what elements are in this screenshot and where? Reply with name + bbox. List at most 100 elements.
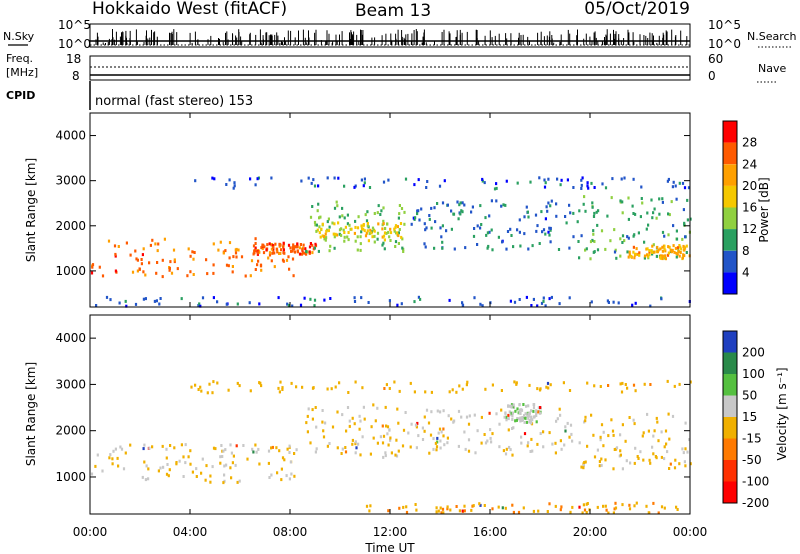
heatmap-cell [402, 250, 405, 253]
heatmap-cell [440, 430, 443, 434]
heatmap-cell [647, 511, 650, 515]
heatmap-cell [147, 477, 150, 481]
heatmap-cell [667, 245, 670, 249]
heatmap-cell [359, 242, 362, 246]
heatmap-cell [555, 214, 558, 218]
heatmap-cell [480, 415, 483, 419]
heatmap-cell [180, 297, 183, 301]
heatmap-cell [675, 237, 679, 241]
heatmap-cell [275, 446, 278, 450]
heatmap-cell [330, 387, 333, 391]
heatmap-cell [508, 410, 511, 414]
heatmap-cell [135, 257, 138, 261]
heatmap-cell [606, 214, 609, 218]
heatmap-cell [307, 407, 310, 411]
heatmap-cell [602, 444, 605, 448]
velocity-y-axis-label: Slant Range [km] [24, 362, 38, 466]
heatmap-cell [304, 247, 307, 251]
heatmap-cell [404, 411, 407, 414]
heatmap-cell [621, 211, 624, 215]
heatmap-cell [446, 441, 449, 445]
heatmap-cell [258, 381, 261, 385]
heatmap-cell [354, 442, 357, 446]
heatmap-cell [559, 439, 562, 443]
beam-label: Beam 13 [355, 1, 431, 21]
heatmap-cell [634, 446, 637, 450]
heatmap-cell [571, 439, 574, 443]
nave-tick-low: 0 [708, 69, 716, 83]
heatmap-cell [433, 246, 436, 250]
heatmap-cell [414, 423, 418, 427]
heatmap-cell [281, 386, 284, 390]
heatmap-cell [523, 215, 526, 219]
heatmap-cell [539, 432, 542, 435]
heatmap-cell [285, 258, 289, 262]
heatmap-cell [486, 439, 489, 443]
heatmap-cell [254, 242, 257, 245]
heatmap-cell [396, 225, 399, 229]
heatmap-cell [382, 234, 386, 238]
heatmap-cell [397, 242, 400, 245]
heatmap-cell [399, 222, 403, 225]
heatmap-cell [311, 251, 314, 255]
heatmap-cell [472, 234, 476, 238]
heatmap-cell [605, 508, 608, 512]
heatmap-cell [505, 179, 508, 183]
heatmap-cell [383, 231, 387, 235]
heatmap-cell [280, 248, 283, 252]
heatmap-cell [205, 464, 208, 468]
heatmap-cell [260, 246, 263, 250]
heatmap-cell [298, 246, 301, 250]
heatmap-cell [536, 387, 539, 391]
heatmap-cell [434, 220, 437, 224]
heatmap-cell [362, 227, 365, 231]
heatmap-cell [109, 298, 112, 302]
heatmap-cell [268, 251, 272, 255]
heatmap-cell [631, 303, 634, 307]
heatmap-cell [461, 303, 464, 307]
heatmap-cell [423, 222, 426, 226]
heatmap-cell [631, 204, 634, 208]
heatmap-cell [387, 178, 390, 182]
heatmap-cell [530, 304, 533, 307]
heatmap-cell [260, 268, 263, 272]
heatmap-cell [646, 412, 649, 416]
heatmap-cell [393, 380, 396, 384]
x-tick-label: 00:00 [73, 525, 108, 539]
heatmap-cell [536, 442, 539, 446]
heatmap-cell [512, 426, 515, 430]
heatmap-cell [435, 445, 439, 449]
heatmap-cell [511, 418, 514, 421]
heatmap-cell [217, 248, 220, 252]
heatmap-cell [534, 213, 538, 217]
heatmap-cell [473, 296, 476, 300]
heatmap-cell [582, 466, 585, 470]
heatmap-cell [450, 227, 453, 231]
x-tick-label: 20:00 [573, 525, 608, 539]
x-tick-label: 08:00 [273, 525, 308, 539]
heatmap-cell [290, 249, 293, 253]
heatmap-cell [278, 252, 281, 255]
heatmap-cell [301, 385, 304, 389]
heatmap-cell [646, 253, 649, 257]
heatmap-cell [419, 297, 422, 301]
heatmap-cell [91, 265, 94, 269]
heatmap-cell [598, 460, 601, 463]
heatmap-cell [321, 222, 324, 226]
heatmap-cell [675, 251, 678, 255]
heatmap-cell [276, 250, 279, 254]
heatmap-cell [356, 248, 359, 252]
heatmap-cell [542, 299, 545, 303]
heatmap-cell [518, 230, 521, 234]
heatmap-cell [604, 504, 607, 508]
heatmap-cell [556, 177, 559, 181]
heatmap-cell [601, 182, 604, 186]
heatmap-cell [376, 231, 380, 235]
heatmap-cell [578, 209, 581, 213]
heatmap-cell [161, 258, 164, 262]
colorbar-tick-label: -15 [742, 432, 762, 446]
heatmap-cell [681, 447, 684, 451]
heatmap-cell [206, 272, 209, 276]
heatmap-cell [679, 251, 682, 254]
heatmap-cell [308, 245, 312, 249]
